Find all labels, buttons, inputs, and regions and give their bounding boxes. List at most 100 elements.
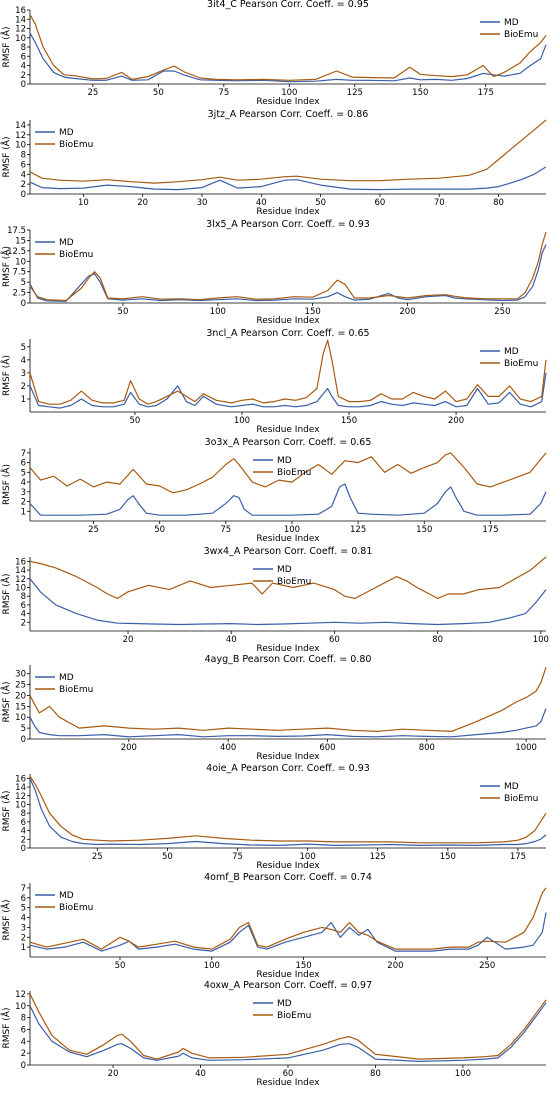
- x-axis-label: Residue Index: [256, 316, 320, 326]
- series-line-bioemu: [29, 14, 547, 81]
- y-axis-label: RMSF (Å): [0, 137, 12, 178]
- series-line-bioemu: [29, 119, 547, 184]
- y-tick-label: 3: [21, 488, 26, 498]
- legend-label-bioemu: BioEmu: [59, 250, 93, 260]
- x-tick-label: 75: [218, 88, 229, 98]
- x-axis-label: Residue Index: [256, 97, 320, 107]
- panel-title: 3ncl_A Pearson Corr. Coeff. = 0.65: [206, 328, 369, 339]
- panel-title: 3wx4_A Pearson Corr. Coeff. = 0.81: [204, 546, 373, 557]
- y-tick-label: 7: [21, 449, 26, 459]
- y-tick-label: 6: [21, 818, 26, 828]
- x-tick-label: 75: [220, 525, 231, 535]
- y-axis-label: RMSF (Å): [0, 574, 12, 615]
- y-tick-label: 5: [21, 278, 26, 288]
- y-tick-label: 16: [15, 557, 26, 567]
- series-line-bioemu: [29, 993, 547, 1060]
- legend: MD BioEmu: [35, 128, 93, 150]
- x-tick-label: 100: [455, 1069, 471, 1079]
- x-axis-label: Residue Index: [256, 425, 320, 435]
- y-tick-label: 5: [21, 724, 26, 734]
- x-tick-label: 1000: [515, 743, 537, 753]
- x-tick-label: 175: [482, 525, 498, 535]
- x-tick-label: 50: [315, 198, 326, 208]
- y-tick-label: 15: [15, 236, 26, 246]
- y-tick-label: 12: [15, 131, 26, 141]
- x-tick-label: 150: [416, 525, 432, 535]
- y-tick-label: 12.5: [7, 247, 26, 257]
- legend-label-bioemu: BioEmu: [59, 685, 93, 695]
- x-tick-label: 150: [341, 416, 357, 426]
- panel-title: 4oxw_A Pearson Corr. Coeff. = 0.97: [204, 980, 372, 991]
- x-tick-label: 80: [432, 635, 443, 645]
- y-axis-label: RMSF (Å): [0, 1008, 12, 1049]
- y-tick-label: 12: [15, 575, 26, 585]
- x-tick-label: 20: [108, 1069, 119, 1079]
- x-tick-label: 50: [154, 525, 165, 535]
- y-tick-label: 10: [15, 1002, 26, 1012]
- y-tick-label: 2.5: [12, 289, 26, 299]
- y-tick-label: 8: [21, 592, 26, 602]
- series-line-bioemu: [29, 339, 547, 405]
- y-tick-label: 14: [15, 121, 26, 131]
- x-tick-label: 50: [162, 852, 173, 862]
- y-tick-label: 1: [21, 943, 26, 953]
- x-axis-label: Residue Index: [256, 752, 320, 762]
- y-tick-label: 7.5: [12, 268, 26, 278]
- legend: MD BioEmu: [253, 565, 311, 587]
- y-tick-label: 0: [21, 299, 26, 309]
- y-tick-label: 12: [15, 792, 26, 802]
- y-tick-label: 4: [21, 610, 26, 620]
- legend-label-bioemu: BioEmu: [277, 468, 311, 478]
- legend-label-md: MD: [59, 891, 74, 901]
- y-tick-label: 6: [21, 160, 26, 170]
- y-tick-label: 3: [21, 369, 26, 379]
- x-tick-label: 60: [329, 635, 340, 645]
- x-tick-label: 200: [121, 743, 137, 753]
- y-axis-label: RMSF (Å): [0, 791, 12, 832]
- y-tick-label: 4: [21, 478, 26, 488]
- x-tick-label: 125: [370, 852, 386, 862]
- legend: MD BioEmu: [35, 673, 93, 695]
- y-tick-label: 10: [15, 34, 26, 44]
- series-line-bioemu: [29, 667, 547, 733]
- y-tick-label: 2: [21, 835, 26, 845]
- y-tick-label: 8: [21, 809, 26, 819]
- series-line-md: [29, 244, 547, 302]
- y-tick-label: 14: [15, 566, 26, 576]
- x-tick-label: 100: [234, 416, 250, 426]
- y-tick-label: 25: [15, 681, 26, 691]
- series-line-bioemu: [29, 452, 547, 494]
- y-tick-label: 1: [21, 395, 26, 405]
- x-tick-label: 100: [300, 852, 316, 862]
- x-tick-label: 200: [448, 416, 464, 426]
- y-tick-label: 17.5: [7, 226, 26, 236]
- legend-label-md: MD: [277, 999, 292, 1009]
- series-line-md: [29, 578, 547, 626]
- x-tick-label: 125: [347, 88, 363, 98]
- y-tick-label: 14: [15, 783, 26, 793]
- legend-label-bioemu: BioEmu: [277, 577, 311, 587]
- legend: MD BioEmu: [480, 782, 538, 804]
- x-axis-label: Residue Index: [256, 861, 320, 871]
- y-tick-label: 8: [21, 1014, 26, 1024]
- x-tick-label: 50: [118, 307, 129, 317]
- y-tick-label: 5: [21, 343, 26, 353]
- series-line-md: [29, 778, 547, 847]
- panel-10: 4oxw_A Pearson Corr. Coeff. = 0.97 RMSF (…: [0, 980, 547, 1088]
- y-tick-label: 6: [21, 52, 26, 62]
- y-tick-label: 0: [21, 190, 26, 200]
- y-tick-label: 4: [21, 170, 26, 180]
- x-tick-label: 80: [493, 198, 504, 208]
- x-axis-label: Residue Index: [256, 1078, 320, 1088]
- panel-3: 3lx5_A Pearson Corr. Coeff. = 0.93 RMSF (…: [0, 219, 547, 326]
- x-tick-label: 25: [92, 852, 103, 862]
- x-tick-label: 200: [387, 961, 403, 971]
- y-tick-label: 10: [15, 713, 26, 723]
- y-tick-label: 16: [15, 774, 26, 784]
- x-tick-label: 50: [129, 416, 140, 426]
- y-tick-label: 2: [21, 71, 26, 81]
- y-tick-label: 1: [21, 507, 26, 517]
- series-line-md: [29, 372, 547, 409]
- y-tick-label: 4: [21, 827, 26, 837]
